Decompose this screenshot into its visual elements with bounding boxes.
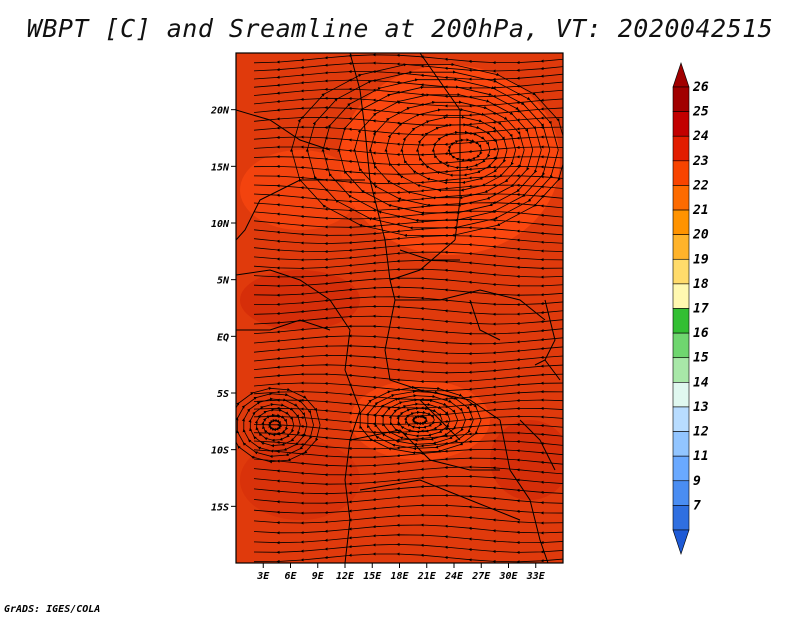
lon-tick-label: 24E	[444, 571, 464, 582]
colorbar-top-arrow	[672, 62, 690, 88]
lat-tick-label: 20N	[210, 106, 230, 117]
streamline	[253, 552, 563, 563]
lat-tick-label: 10N	[211, 219, 230, 230]
colorbar: 26 25 24 23 22 21 20 19 18 17 16 15 14 13 12 11 9 7	[672, 62, 709, 555]
lat-tick-label: EQ	[217, 332, 229, 343]
streamline	[253, 372, 563, 384]
colorbar-label: 15	[693, 351, 709, 366]
streamline	[253, 295, 563, 307]
lon-tick-label: 18E	[390, 571, 409, 582]
latitude-axis: 20N 15N 10N 5N EQ 5S 10S 15S	[210, 106, 236, 513]
colorbar-swatch	[672, 406, 690, 432]
colorbar-swatch	[672, 382, 690, 408]
lon-tick-label: 3E	[256, 571, 270, 582]
colorbar-label: 9	[693, 474, 701, 489]
colorbar-swatch	[672, 505, 690, 531]
streamline	[253, 542, 563, 555]
colorbar-label: 24	[692, 129, 709, 144]
lon-tick-label: 30E	[498, 571, 518, 582]
streamline	[253, 465, 563, 477]
streamline	[253, 523, 563, 535]
colorbar-label: 17	[693, 302, 709, 317]
colorbar-swatch	[672, 308, 690, 334]
lat-tick-label: 5S	[217, 389, 229, 400]
colorbar-label: 7	[693, 498, 701, 513]
lon-tick-label: 21E	[417, 571, 437, 582]
lat-tick-label: 10S	[211, 446, 229, 457]
streamline	[253, 513, 563, 525]
colorbar-label: 12	[693, 425, 709, 440]
colorbar-label: 11	[693, 449, 709, 464]
colorbar-label: 25	[692, 105, 709, 120]
streamline	[253, 493, 563, 505]
colorbar-swatch	[672, 455, 690, 482]
streamline	[289, 62, 563, 238]
lat-tick-label: 5N	[217, 276, 230, 287]
colorbar-swatch	[672, 258, 690, 285]
streamline	[253, 456, 563, 468]
colorbar-label: 13	[693, 400, 709, 415]
colorbar-label: 21	[692, 203, 709, 218]
streamline	[253, 533, 563, 545]
colorbar-label: 19	[693, 252, 709, 267]
colorbar-swatch	[672, 86, 690, 112]
colorbar-swatch	[672, 332, 690, 359]
lon-tick-label: 6E	[284, 571, 297, 582]
lon-tick-label: 9E	[312, 571, 325, 582]
colorbar-label: 18	[693, 277, 709, 292]
streamline	[358, 385, 482, 455]
colorbar-swatch	[672, 480, 690, 506]
lat-tick-label: 15N	[211, 162, 230, 173]
colorbar-label: 14	[693, 375, 709, 390]
map-title: WBPT [C] and Sreamline at 200hPa, VT: 20…	[26, 14, 774, 43]
streamline	[253, 484, 563, 496]
lon-tick-label: 33E	[526, 571, 546, 582]
streamline	[253, 324, 563, 336]
streamline	[253, 363, 563, 375]
colorbar-swatch	[672, 185, 690, 211]
colorbar-swatch	[672, 160, 690, 186]
colorbar-swatch	[672, 283, 690, 309]
wbpt-fill	[236, 53, 563, 563]
colorbar-swatch	[672, 209, 690, 235]
streamline	[253, 334, 563, 346]
colorbar-label: 20	[692, 228, 709, 243]
country-borders	[236, 53, 561, 563]
lon-tick-label: 12E	[336, 571, 355, 582]
lon-tick-label: 15E	[363, 571, 382, 582]
grads-credit: GrADS: IGES/COLA	[4, 604, 101, 615]
colorbar-label: 22	[692, 178, 709, 193]
streamline	[253, 285, 563, 297]
colorbar-swatch	[672, 234, 690, 260]
streamline	[253, 344, 563, 356]
colorbar-swatch	[672, 357, 690, 383]
streamline	[253, 314, 563, 326]
streamline	[253, 304, 563, 316]
streamline	[253, 503, 563, 515]
streamline	[236, 386, 321, 464]
streamline	[253, 474, 563, 486]
colorbar-label: 16	[693, 326, 709, 341]
colorbar-swatch	[672, 431, 690, 457]
lon-tick-label: 27E	[471, 571, 491, 582]
colorbar-swatch	[672, 135, 690, 162]
colorbar-bottom-arrow	[672, 529, 690, 555]
streamline	[253, 353, 563, 365]
lat-tick-label: 15S	[211, 502, 229, 513]
colorbar-label: 23	[692, 154, 709, 169]
longitude-axis: 3E 6E 9E 12E 15E 18E 21E 24E 27E 30E 33E	[256, 563, 546, 582]
streamline	[253, 276, 563, 288]
colorbar-swatch	[672, 111, 690, 137]
colorbar-label: 26	[692, 80, 709, 95]
